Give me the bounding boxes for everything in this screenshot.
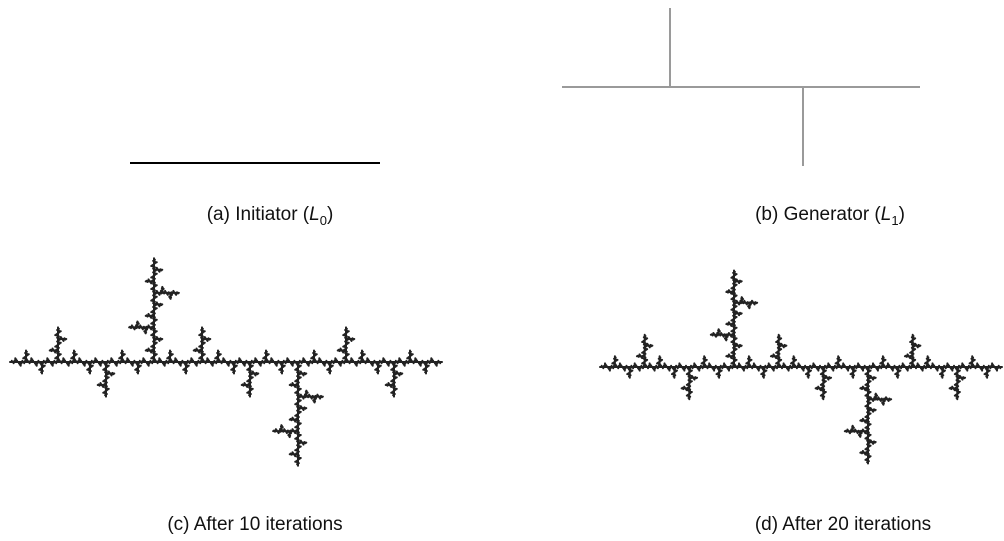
caption-subscript: 1 [891,213,898,228]
caption-c: (c) After 10 iterations [167,514,342,535]
caption-text: (b) Generator ( [755,204,881,225]
caption-symbol: L [881,204,892,225]
caption-subscript: 0 [320,213,327,228]
caption-a: (a) Initiator (L0) [207,204,334,228]
figure: (a) Initiator (L0) (b) Generator (L1) (c… [0,0,1004,541]
generator-lines [562,8,920,166]
fractal-20 [600,271,1002,464]
caption-close: ) [899,204,905,225]
caption-d: (d) After 20 iterations [755,514,931,535]
caption-symbol: L [309,204,320,225]
caption-b: (b) Generator (L1) [755,204,905,228]
caption-close: ) [327,204,333,225]
fractal-10 [10,258,442,465]
page: (a) Initiator (L0) (b) Generator (L1) (c… [0,0,1004,541]
caption-text: (a) Initiator ( [207,204,310,225]
